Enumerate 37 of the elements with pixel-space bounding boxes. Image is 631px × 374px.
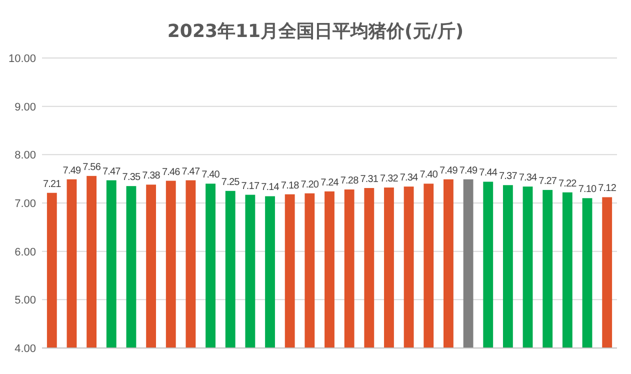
data-label: 7.28 [340,175,360,186]
data-label: 7.17 [241,180,260,192]
data-label: 7.20 [300,179,320,190]
y-tick-label: 8.00 [14,150,36,162]
data-label: 7.47 [102,166,122,178]
data-label: 7.10 [578,184,598,196]
data-label: 7.32 [380,174,399,185]
chart-title: 2023年11月全国日平均猪价(元/斤) [167,21,464,42]
data-label: 7.31 [360,174,379,186]
data-label: 7.21 [42,178,62,190]
data-label: 7.22 [558,178,578,190]
data-label: 7.40 [420,170,438,181]
y-tick-label: 10.00 [8,53,36,65]
data-label: 7.49 [440,165,458,176]
data-label: 7.12 [598,183,617,194]
data-label: 7.24 [320,177,340,188]
data-label: 7.18 [280,180,300,192]
data-label: 7.38 [142,170,161,182]
data-label: 7.35 [122,172,141,184]
y-tick-label: 7.00 [14,198,36,210]
y-tick-label: 6.00 [14,246,36,258]
data-label: 7.25 [221,176,240,188]
data-label: 7.47 [182,166,200,178]
y-tick-label: 4.00 [14,343,36,355]
data-label: 7.46 [162,166,181,178]
y-tick-label: 5.00 [14,294,36,307]
data-label: 7.44 [479,168,498,179]
data-label: 7.34 [518,172,538,184]
data-label: 7.37 [499,171,518,182]
data-label: 7.34 [400,172,419,184]
data-label: 7.40 [202,170,220,181]
data-label: 7.49 [459,165,478,176]
data-label: 7.56 [82,162,102,173]
data-label: 7.14 [261,182,280,194]
y-tick-label: 9.00 [14,101,36,114]
data-label: 7.49 [62,165,82,176]
data-label: 7.27 [538,176,558,187]
